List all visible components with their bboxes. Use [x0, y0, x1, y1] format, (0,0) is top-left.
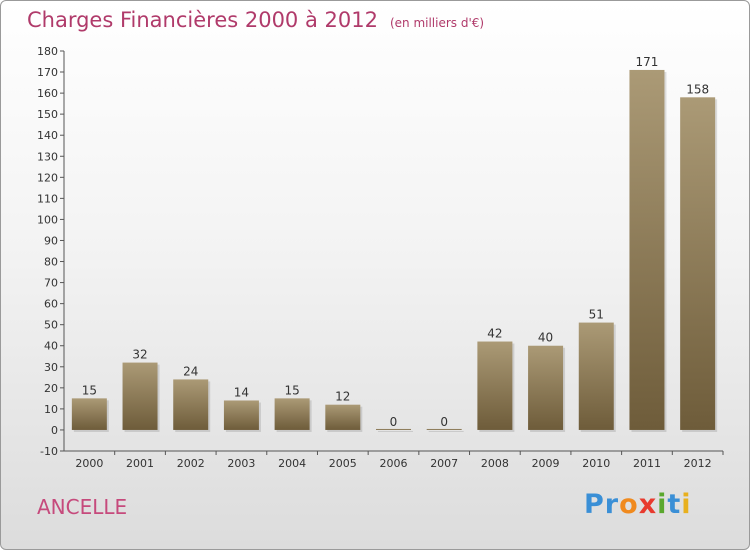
y-tick-label: 20: [44, 382, 58, 395]
value-label-2009: 40: [538, 331, 553, 345]
bar-2007: [426, 428, 462, 430]
bar-2003: [223, 400, 259, 430]
y-tick-label: 50: [44, 319, 58, 332]
value-label-2012: 158: [686, 82, 709, 96]
bar-2006: [376, 428, 411, 430]
bar-2005: [325, 404, 361, 430]
x-tick-label: 2005: [329, 457, 357, 470]
x-tick-label: 2007: [430, 457, 458, 470]
y-tick-label: 10: [44, 403, 58, 416]
bar-2011: [629, 69, 665, 430]
bar-shadow: [428, 430, 464, 432]
value-label-2000: 15: [82, 383, 97, 397]
value-label-2011: 171: [636, 55, 659, 69]
x-tick-label: 2010: [582, 457, 610, 470]
bar-2008: [477, 341, 513, 430]
x-tick-label: 2012: [684, 457, 712, 470]
bars: [71, 69, 718, 432]
y-tick-label: 130: [37, 150, 58, 163]
commune-name: ANCELLE: [37, 495, 128, 519]
logo-letter: o: [619, 489, 639, 520]
bar-2001: [122, 362, 158, 430]
x-tick-label: 2011: [633, 457, 661, 470]
value-label-2004: 15: [284, 383, 299, 397]
bar-2000: [71, 398, 107, 430]
y-tick-label: 40: [44, 340, 58, 353]
y-tick-label: 120: [37, 171, 58, 184]
y-tick-label: 160: [37, 87, 58, 100]
x-tick-label: 2002: [177, 457, 205, 470]
y-tick-label: 80: [44, 256, 58, 269]
value-labels: 15 32 24 14 15 12 0 0 42 40 51 171 158: [82, 55, 709, 429]
y-tick-label: 150: [37, 108, 58, 121]
value-label-2010: 51: [589, 308, 604, 322]
x-tick-label: 2004: [278, 457, 306, 470]
x-tick-label: 2008: [481, 457, 509, 470]
unit-label: (en milliers d'€): [389, 16, 485, 30]
bar-2009: [528, 345, 564, 430]
value-label-2003: 14: [234, 385, 249, 399]
y-tick-label: 180: [37, 45, 58, 58]
y-tick-label: 90: [44, 234, 58, 247]
y-tick-label: -10: [40, 445, 58, 458]
y-tick-label: 30: [44, 361, 58, 374]
x-tick-label: 2006: [380, 457, 408, 470]
y-tick-label: 70: [44, 277, 58, 290]
y-tick-label: 100: [37, 213, 58, 226]
title-text: Charges Financières 2000 à 2012: [27, 8, 378, 32]
logo-letter: r: [604, 489, 620, 520]
logo-letter: i: [657, 489, 668, 520]
logo-letter: i: [681, 489, 692, 520]
value-label-2002: 24: [183, 364, 198, 378]
value-label-2005: 12: [335, 390, 350, 404]
y-tick-label: 170: [37, 66, 58, 79]
bar-2002: [173, 379, 209, 430]
logo-letter: x: [638, 489, 658, 520]
value-label-2006: 0: [390, 415, 398, 429]
bar-2012: [680, 97, 716, 430]
y-tick-label: 0: [51, 424, 58, 437]
proxiti-logo: Proxiti: [584, 489, 692, 520]
x-tick-label: 2009: [532, 457, 560, 470]
y-tick-label: 60: [44, 298, 58, 311]
bar-2010: [578, 322, 614, 430]
value-label-2008: 42: [487, 327, 502, 341]
logo-letter: t: [667, 489, 682, 520]
y-tick-label: 110: [37, 192, 58, 205]
logo-letter: P: [584, 489, 605, 520]
value-label-2007: 0: [440, 415, 448, 429]
value-label-2001: 32: [132, 348, 147, 362]
y-tick-label: 140: [37, 129, 58, 142]
x-tick-label: 2003: [227, 457, 255, 470]
bar-shadow: [378, 430, 413, 432]
x-tick-label: 2001: [126, 457, 154, 470]
axes: -100102030405060708090100110120130140150…: [37, 45, 724, 470]
bar-2004: [274, 398, 310, 430]
chart-title: Charges Financières 2000 à 2012 (en milli…: [27, 8, 484, 32]
x-tick-label: 2000: [75, 457, 103, 470]
